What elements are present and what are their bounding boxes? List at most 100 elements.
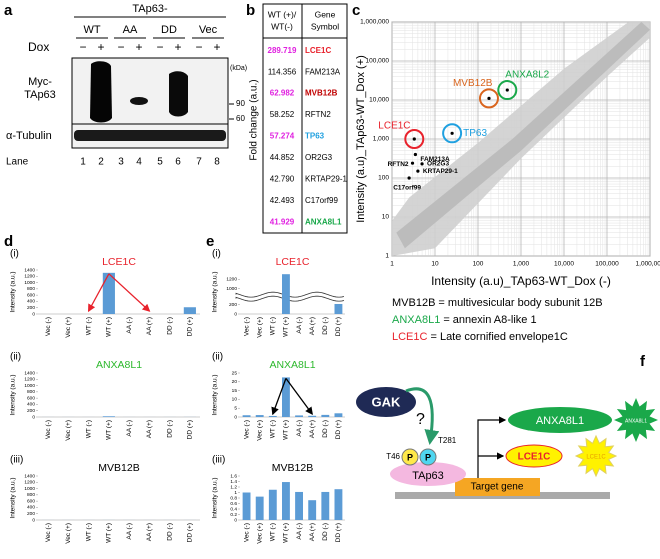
y-tick-label: 800 [27, 389, 35, 395]
note-term: LCE1C [392, 331, 428, 343]
highlight-ring [478, 88, 499, 109]
x-tick-label: DD (+) [187, 420, 194, 439]
point [487, 96, 491, 100]
chart-title: MVB12B [98, 462, 139, 474]
kda-label: (kDa) [230, 65, 247, 72]
y-tick-label: 20 [232, 379, 238, 385]
y-tick-label: 1000 [226, 286, 237, 292]
x-tick-label: Vec (+) [256, 317, 263, 338]
chart-title: ANXA8L1 [96, 359, 142, 371]
x-tick-label: Vec (+) [256, 523, 263, 544]
x-tick-label: WT (+) [283, 317, 290, 337]
x-tick-label: WT (-) [270, 523, 277, 541]
lane-number: 3 [118, 157, 124, 168]
y-tick-label: 25 [232, 370, 238, 376]
bar [102, 416, 115, 417]
marker-label: 90 [236, 99, 245, 108]
y-tick-label: 200 [27, 305, 35, 311]
bar [242, 492, 251, 520]
x-tick-label: Vec (-) [45, 523, 52, 542]
lane-number: 2 [98, 157, 104, 168]
dox-sign: − [156, 40, 163, 54]
point-label: C17orf99 [393, 185, 421, 192]
panel-letter: b [246, 2, 255, 19]
y-tick-label: 1200 [24, 274, 35, 280]
loading-band [74, 130, 226, 141]
table-header: Gene [315, 9, 336, 19]
x-tick-label: 10,000 [554, 261, 574, 268]
y-tick-label: 800 [27, 286, 35, 292]
x-tick-label: Vec (-) [45, 317, 52, 336]
secreted-label: ANXA8L1 [625, 418, 647, 424]
highlight-ring [442, 123, 463, 144]
x-tick-label: 1,000,000 [636, 261, 660, 268]
y-tick-label: 200 [229, 302, 237, 308]
x-tick-label: 100 [473, 261, 484, 268]
bar [334, 303, 343, 314]
x-tick-label: Vec (-) [243, 420, 250, 439]
point [505, 88, 509, 92]
dox-label: Dox [28, 40, 49, 54]
table-symbol: RFTN2 [305, 110, 331, 119]
table-value: 114.356 [268, 67, 297, 76]
note-term: MVB12B [392, 297, 435, 309]
y-axis-label: Intensity (a.u.) [212, 374, 219, 415]
target-gene-label: Target gene [471, 482, 524, 493]
y-axis-label: Intensity (a.u.) [10, 477, 17, 518]
bar [268, 489, 277, 520]
construct-label: TAp63- [132, 3, 168, 15]
trend-arrow [108, 273, 151, 312]
note: LCE1C = Late cornified envelope1C [392, 331, 568, 343]
site-label: T281 [438, 436, 457, 445]
bar [308, 415, 317, 417]
x-tick-label: DD (+) [335, 317, 342, 336]
x-tick-label: Vec (-) [243, 317, 250, 336]
table-symbol: LCE1C [305, 46, 331, 55]
lane-number: 6 [175, 157, 181, 168]
note-definition: = multivesicular body subunit 12B [438, 297, 602, 309]
y-tick-label: 10 [232, 397, 238, 403]
y-tick-label: 1.6 [230, 473, 237, 479]
table-header: Symbol [311, 21, 339, 31]
point [410, 161, 415, 165]
y-tick-label: 400 [27, 299, 35, 305]
y-tick-label: 1 [234, 490, 237, 496]
panel-letter: c [352, 2, 360, 19]
x-tick-label: AA (-) [126, 420, 133, 437]
table-value: 42.493 [270, 196, 295, 205]
x-tick-label: WT (+) [106, 523, 113, 543]
y-tick-label: 10 [382, 214, 390, 221]
point [420, 162, 424, 166]
bar [334, 489, 343, 520]
chart-title: LCE1C [276, 256, 310, 268]
kinase-label: GAK [372, 394, 402, 409]
y-tick-label: 1400 [24, 267, 35, 273]
bar [295, 491, 303, 520]
table-symbol: ANXA8L1 [305, 217, 342, 226]
x-tick-label: WT (-) [270, 420, 277, 438]
x-tick-label: AA (+) [309, 523, 316, 541]
bar [295, 415, 303, 417]
blot-band [130, 97, 148, 105]
x-tick-label: Vec (+) [65, 420, 72, 441]
x-tick-label: AA (+) [146, 317, 153, 335]
x-tick-label: WT (-) [85, 317, 92, 335]
site-label: T46 [386, 452, 400, 461]
y-tick-label: 1 [385, 253, 389, 260]
table-value: 62.982 [270, 89, 295, 98]
y-tick-label: 10,000 [369, 97, 389, 104]
group-label: Vec [199, 24, 218, 36]
point [407, 176, 411, 180]
x-axis-label: Intensity (a.u)_TAp63-WT_Dox (-) [431, 274, 611, 288]
lane-label: Lane [6, 157, 29, 168]
table-header: WT(-) [271, 21, 293, 31]
bar [282, 482, 290, 520]
y-tick-label: 1200 [24, 377, 35, 383]
bar [183, 307, 196, 314]
table-header: WT (+)/ [268, 9, 297, 19]
point-cloud-core [396, 22, 650, 249]
y-tick-label: 0.6 [230, 501, 237, 507]
subpanel-label: (ii) [212, 352, 223, 363]
question-mark: ? [416, 411, 425, 428]
